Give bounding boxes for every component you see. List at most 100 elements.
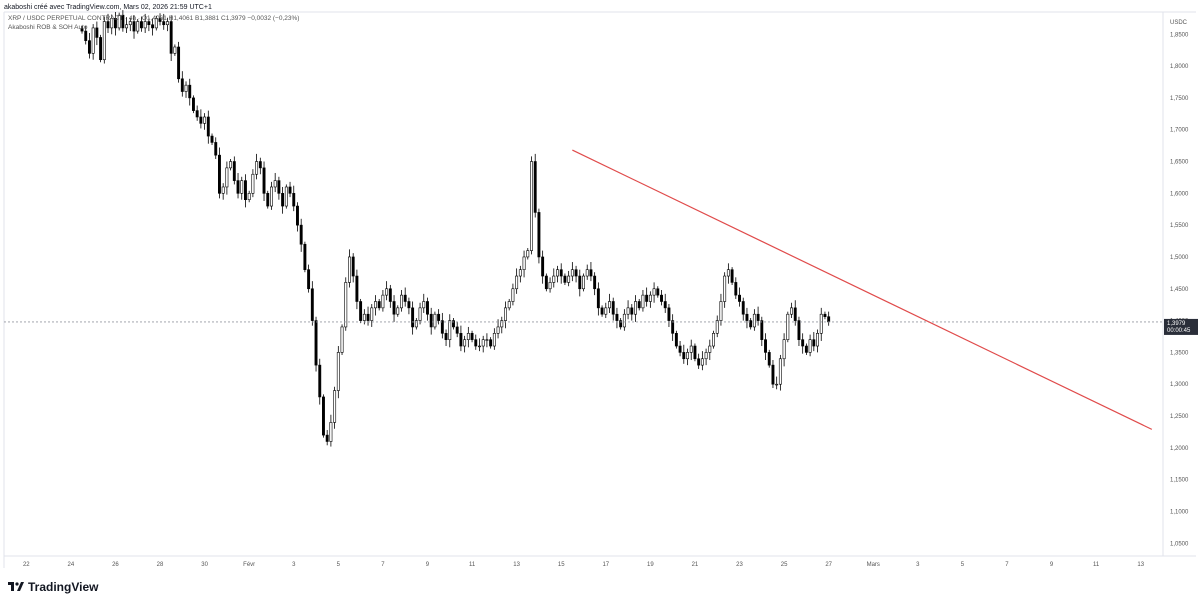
candle-body <box>526 250 530 258</box>
current-price-label: 1,3979 00:00:45 <box>1164 318 1198 335</box>
candle <box>336 346 340 399</box>
price-tick-label: 1,3500 <box>1170 350 1189 356</box>
candle <box>80 25 84 34</box>
time-tick-label: Mars <box>867 562 880 568</box>
time-axis-ticks: 22 24 26 28 30 Févr 3 5 7 9 11 13 15 17 19 21 23 25 27 Mars… <box>23 562 1145 568</box>
candle-body <box>504 307 507 321</box>
candle <box>199 109 203 129</box>
candle-body <box>336 352 340 391</box>
candle <box>478 338 481 352</box>
candle-body <box>533 161 537 213</box>
candle <box>195 105 199 121</box>
candle <box>452 318 455 330</box>
candle <box>173 44 177 56</box>
candle <box>251 169 255 198</box>
tradingview-logo[interactable]: TradingView <box>8 580 98 594</box>
candle-body <box>329 422 333 442</box>
candle-body <box>686 352 689 360</box>
candle <box>117 12 121 31</box>
candle-body <box>370 307 374 321</box>
candle-body <box>775 383 779 386</box>
candle-body <box>218 154 221 194</box>
candle <box>87 32 91 59</box>
candle-body <box>440 320 444 334</box>
candle-body <box>251 173 255 194</box>
candle-body <box>173 46 177 54</box>
indicator-line[interactable]: Akaboshi ROB & SOH Auto <box>8 24 88 31</box>
candle-body <box>266 193 270 207</box>
price-tick-label: 1,1000 <box>1170 509 1189 515</box>
candle-body <box>507 301 511 309</box>
candle <box>396 305 400 317</box>
candle-body <box>247 193 251 200</box>
candle <box>232 156 236 185</box>
candle-body <box>741 301 745 315</box>
candle <box>206 110 210 144</box>
candle <box>422 293 426 313</box>
candle-body <box>381 294 385 309</box>
time-tick-label: 13 <box>1137 562 1144 568</box>
candle <box>808 334 812 357</box>
candle-body <box>377 301 381 309</box>
candle-body <box>437 313 441 321</box>
candle-body <box>622 313 626 328</box>
candle <box>745 307 749 329</box>
candle <box>444 329 448 347</box>
candle <box>214 137 218 159</box>
candle <box>359 298 363 324</box>
candle <box>530 156 533 255</box>
candle-body <box>165 21 169 26</box>
candle-body <box>630 307 634 315</box>
candle <box>288 181 292 198</box>
candle <box>385 281 389 301</box>
symbol-line[interactable]: XRP / USDC PERPETUAL CONTRACT · 4h · O1,… <box>8 15 300 22</box>
candle-body <box>385 288 389 296</box>
candle-body <box>344 282 348 328</box>
candle-body <box>786 313 790 340</box>
price-axis-ticks: 1,8500 1,8000 1,7500 1,7000 1,6500 1,6000 1,55… <box>1170 32 1189 547</box>
candle-body <box>511 288 515 302</box>
candle-body <box>102 21 106 61</box>
candle-body <box>180 78 184 92</box>
candle <box>310 281 314 326</box>
candle <box>296 202 299 232</box>
candle <box>574 265 578 283</box>
candle <box>184 81 188 98</box>
candle-body <box>154 18 158 29</box>
candle-body <box>600 307 604 315</box>
candle-body <box>244 180 247 200</box>
candle-body <box>745 313 749 321</box>
candle <box>273 172 277 193</box>
time-tick-label: 28 <box>157 562 164 568</box>
candle <box>255 153 259 180</box>
candle-body <box>570 269 574 277</box>
candle-body <box>619 320 623 328</box>
price-tick-label: 1,5500 <box>1170 223 1189 229</box>
candle <box>686 348 689 366</box>
price-tick-label: 1,8000 <box>1170 64 1189 70</box>
candle-body <box>574 269 578 277</box>
candle <box>660 290 663 306</box>
candle-body <box>782 339 786 360</box>
candle <box>652 282 656 303</box>
trendline[interactable] <box>572 149 1153 430</box>
candle <box>188 78 192 106</box>
price-tick-label: 1,6500 <box>1170 160 1189 166</box>
candle <box>600 305 604 317</box>
candle <box>559 263 563 284</box>
candle <box>548 277 552 293</box>
candle <box>511 283 515 306</box>
candle-body <box>700 358 704 366</box>
candle-body <box>760 320 764 340</box>
candle-body <box>206 116 210 137</box>
time-tick-label: 23 <box>736 562 743 568</box>
candle-body <box>288 186 292 194</box>
candle-body <box>563 275 567 283</box>
candle <box>730 267 734 285</box>
candle <box>240 176 244 200</box>
candle <box>136 18 140 34</box>
candle <box>192 95 195 114</box>
